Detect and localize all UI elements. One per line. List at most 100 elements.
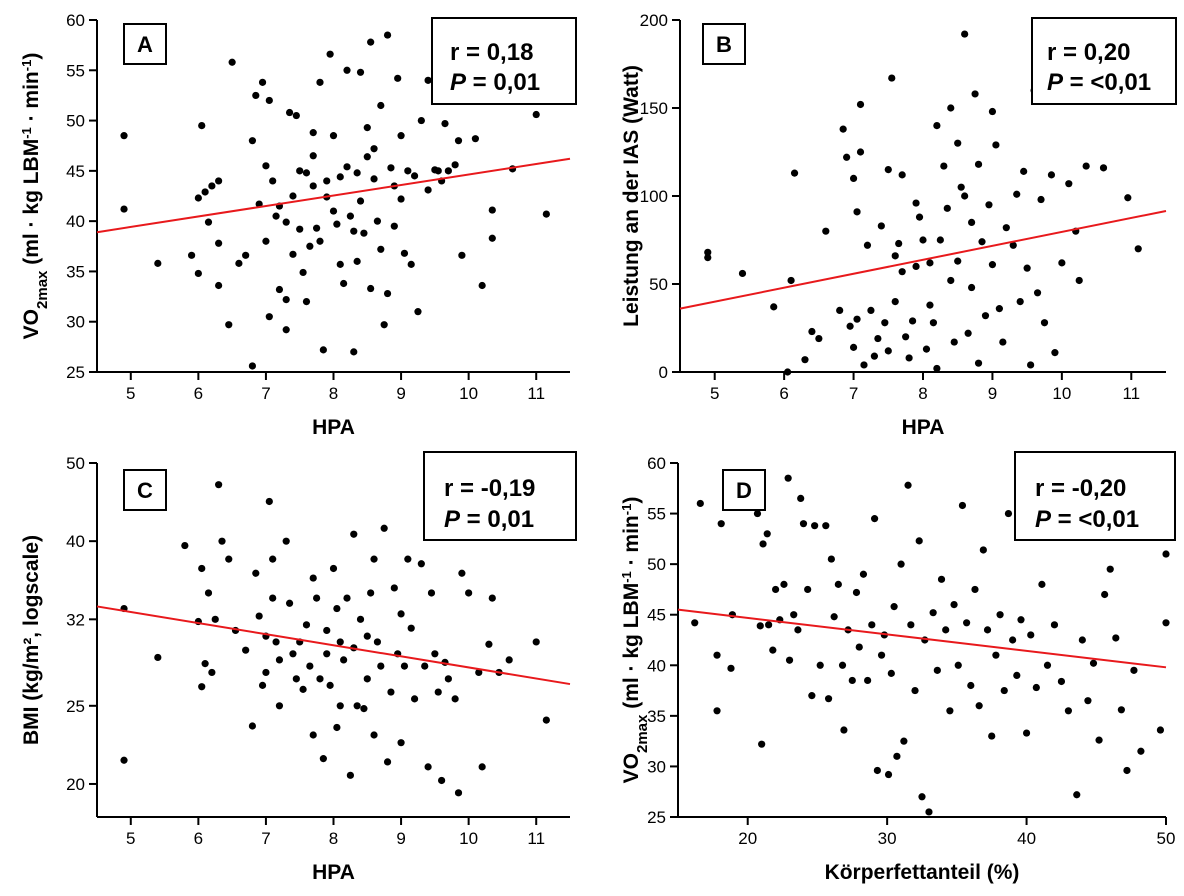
data-point [933, 666, 941, 674]
data-point [269, 177, 277, 185]
data-point [316, 675, 324, 683]
y-tick-label: 45 [66, 162, 85, 181]
panel-letter-box [123, 469, 167, 511]
data-point [407, 624, 415, 632]
y-tick-label: 55 [647, 505, 666, 524]
data-point [329, 207, 338, 215]
data-point [198, 683, 206, 691]
data-point [377, 101, 385, 110]
data-point [353, 257, 361, 265]
data-point [713, 707, 721, 715]
data-point [968, 218, 976, 226]
data-point [421, 662, 429, 670]
data-point [1027, 361, 1035, 369]
data-point [1130, 666, 1138, 674]
data-point [830, 613, 838, 621]
data-point [1112, 634, 1120, 642]
data-point [1075, 276, 1083, 285]
data-point [1106, 565, 1114, 573]
data-point [936, 236, 944, 244]
data-point [282, 326, 290, 334]
data-point [947, 104, 955, 112]
data-point [1156, 726, 1165, 734]
data-point [898, 268, 906, 276]
data-point [988, 107, 997, 116]
data-point [181, 541, 189, 550]
data-point [852, 588, 861, 597]
data-point [262, 668, 270, 677]
data-point [272, 212, 280, 220]
data-point [946, 707, 954, 715]
data-point [1009, 636, 1017, 644]
data-point [756, 622, 764, 630]
stats-r: r = 0,18 [450, 39, 533, 66]
data-point [346, 212, 354, 220]
data-point [884, 166, 892, 174]
data-point [790, 169, 799, 177]
data-point [1020, 167, 1028, 175]
data-point [458, 569, 466, 577]
data-point [784, 368, 792, 376]
data-point [542, 210, 550, 218]
data-point [387, 164, 395, 172]
data-point [1082, 162, 1090, 170]
data-point [309, 574, 317, 582]
data-point [1043, 661, 1052, 669]
data-point [922, 345, 931, 353]
data-point [215, 281, 223, 290]
data-point [201, 660, 209, 668]
data-point [299, 268, 307, 277]
data-point [950, 601, 958, 609]
data-point [978, 238, 986, 246]
data-point [816, 661, 824, 669]
stats-box [1031, 17, 1177, 105]
data-point [404, 167, 412, 175]
data-point [877, 651, 886, 659]
x-tick-label: 9 [396, 384, 405, 403]
data-point [808, 327, 816, 336]
data-point [363, 632, 371, 640]
data-point [849, 343, 858, 351]
data-point [891, 252, 899, 260]
data-point [870, 352, 879, 360]
stats-p: P = <0,01 [1047, 69, 1151, 96]
data-point [983, 626, 992, 634]
data-point [397, 739, 405, 747]
data-point [410, 695, 419, 703]
data-point [204, 218, 213, 226]
data-point [1137, 747, 1145, 755]
data-point [1040, 319, 1049, 327]
data-point [424, 76, 432, 84]
data-point [985, 201, 993, 209]
data-point [275, 656, 284, 664]
data-point [265, 96, 273, 105]
data-point [1009, 241, 1017, 249]
x-tick-label: 8 [918, 384, 927, 403]
data-point [915, 537, 923, 545]
data-point [853, 208, 861, 216]
data-point [895, 239, 903, 248]
data-point [691, 619, 699, 627]
data-point [475, 668, 483, 677]
data-point [1033, 289, 1042, 297]
data-point [839, 125, 847, 133]
data-point [198, 564, 206, 573]
data-point [1017, 616, 1025, 624]
x-axis-title: HPA [312, 416, 355, 439]
data-point [1065, 180, 1073, 188]
data-point [215, 177, 223, 185]
data-point [853, 315, 861, 323]
data-point [188, 251, 196, 259]
x-tick-label: 10 [459, 384, 478, 403]
y-tick-label: 25 [647, 808, 666, 827]
data-point [758, 740, 766, 748]
y-axis-title: Leistung an der IAS (Watt) [620, 65, 643, 327]
data-point [336, 173, 344, 181]
x-axis-title: HPA [902, 416, 945, 439]
data-point [333, 604, 341, 613]
stats-box [423, 451, 577, 541]
data-point [282, 218, 290, 226]
data-point [319, 346, 327, 354]
data-point [296, 167, 304, 175]
